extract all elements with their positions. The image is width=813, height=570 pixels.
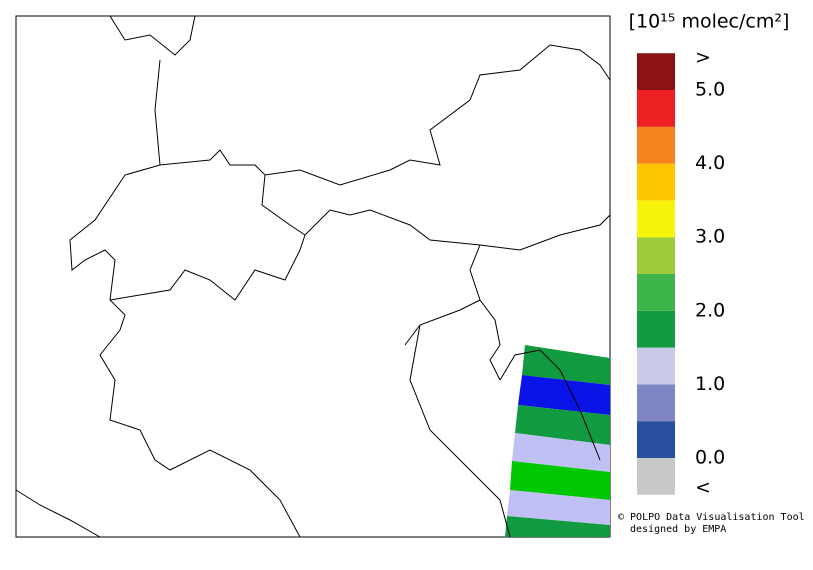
colorbar-segment [637, 421, 675, 458]
border [109, 234, 306, 301]
colorbar-under [637, 458, 675, 495]
swath-stripe [505, 516, 610, 537]
border [469, 244, 501, 381]
border [261, 174, 611, 251]
borders [15, 15, 611, 538]
border [69, 164, 301, 538]
colorbar-unit: [10¹⁵ molec/cm²] [629, 11, 790, 33]
coastline [404, 299, 511, 538]
colorbar-segment [637, 200, 675, 238]
border [109, 15, 196, 56]
colorbar-segment [637, 90, 675, 127]
coastline [15, 349, 601, 538]
colorbar-tick-label: 2.0 [695, 299, 725, 321]
colorbar-tick-label: 5.0 [695, 79, 725, 101]
colorbar-tick-label: 3.0 [695, 226, 725, 248]
colorbar-tick-label: 1.0 [695, 373, 725, 395]
colorbar-segment [637, 310, 675, 348]
swath-stripe [512, 433, 610, 472]
swath-stripe [515, 405, 610, 445]
colorbar-segment [637, 384, 675, 422]
swath-stripe [510, 461, 610, 500]
map [15, 15, 611, 538]
colorbar-tick-label: 4.0 [695, 152, 725, 174]
colorbar-under-label: < [695, 476, 711, 498]
colorbar-segment [637, 163, 675, 201]
border [154, 44, 611, 186]
swath-stripe [518, 375, 610, 415]
swath-stripe [507, 490, 610, 525]
colorbar-over [637, 53, 675, 90]
colorbar-segment [637, 347, 675, 385]
colorbar-over-label: > [695, 47, 711, 69]
map-frame [15, 15, 611, 538]
colorbar-segment [637, 237, 675, 274]
credit-line: designed by EMPA [630, 524, 726, 535]
satellite-swath [505, 345, 610, 537]
credit-line: © POLPO Data Visualisation Tool [618, 512, 805, 523]
colorbar-tick-label: 0.0 [695, 447, 725, 469]
colorbar-segment [637, 274, 675, 311]
swath-stripe [522, 345, 610, 385]
colorbar-segment [637, 126, 675, 164]
